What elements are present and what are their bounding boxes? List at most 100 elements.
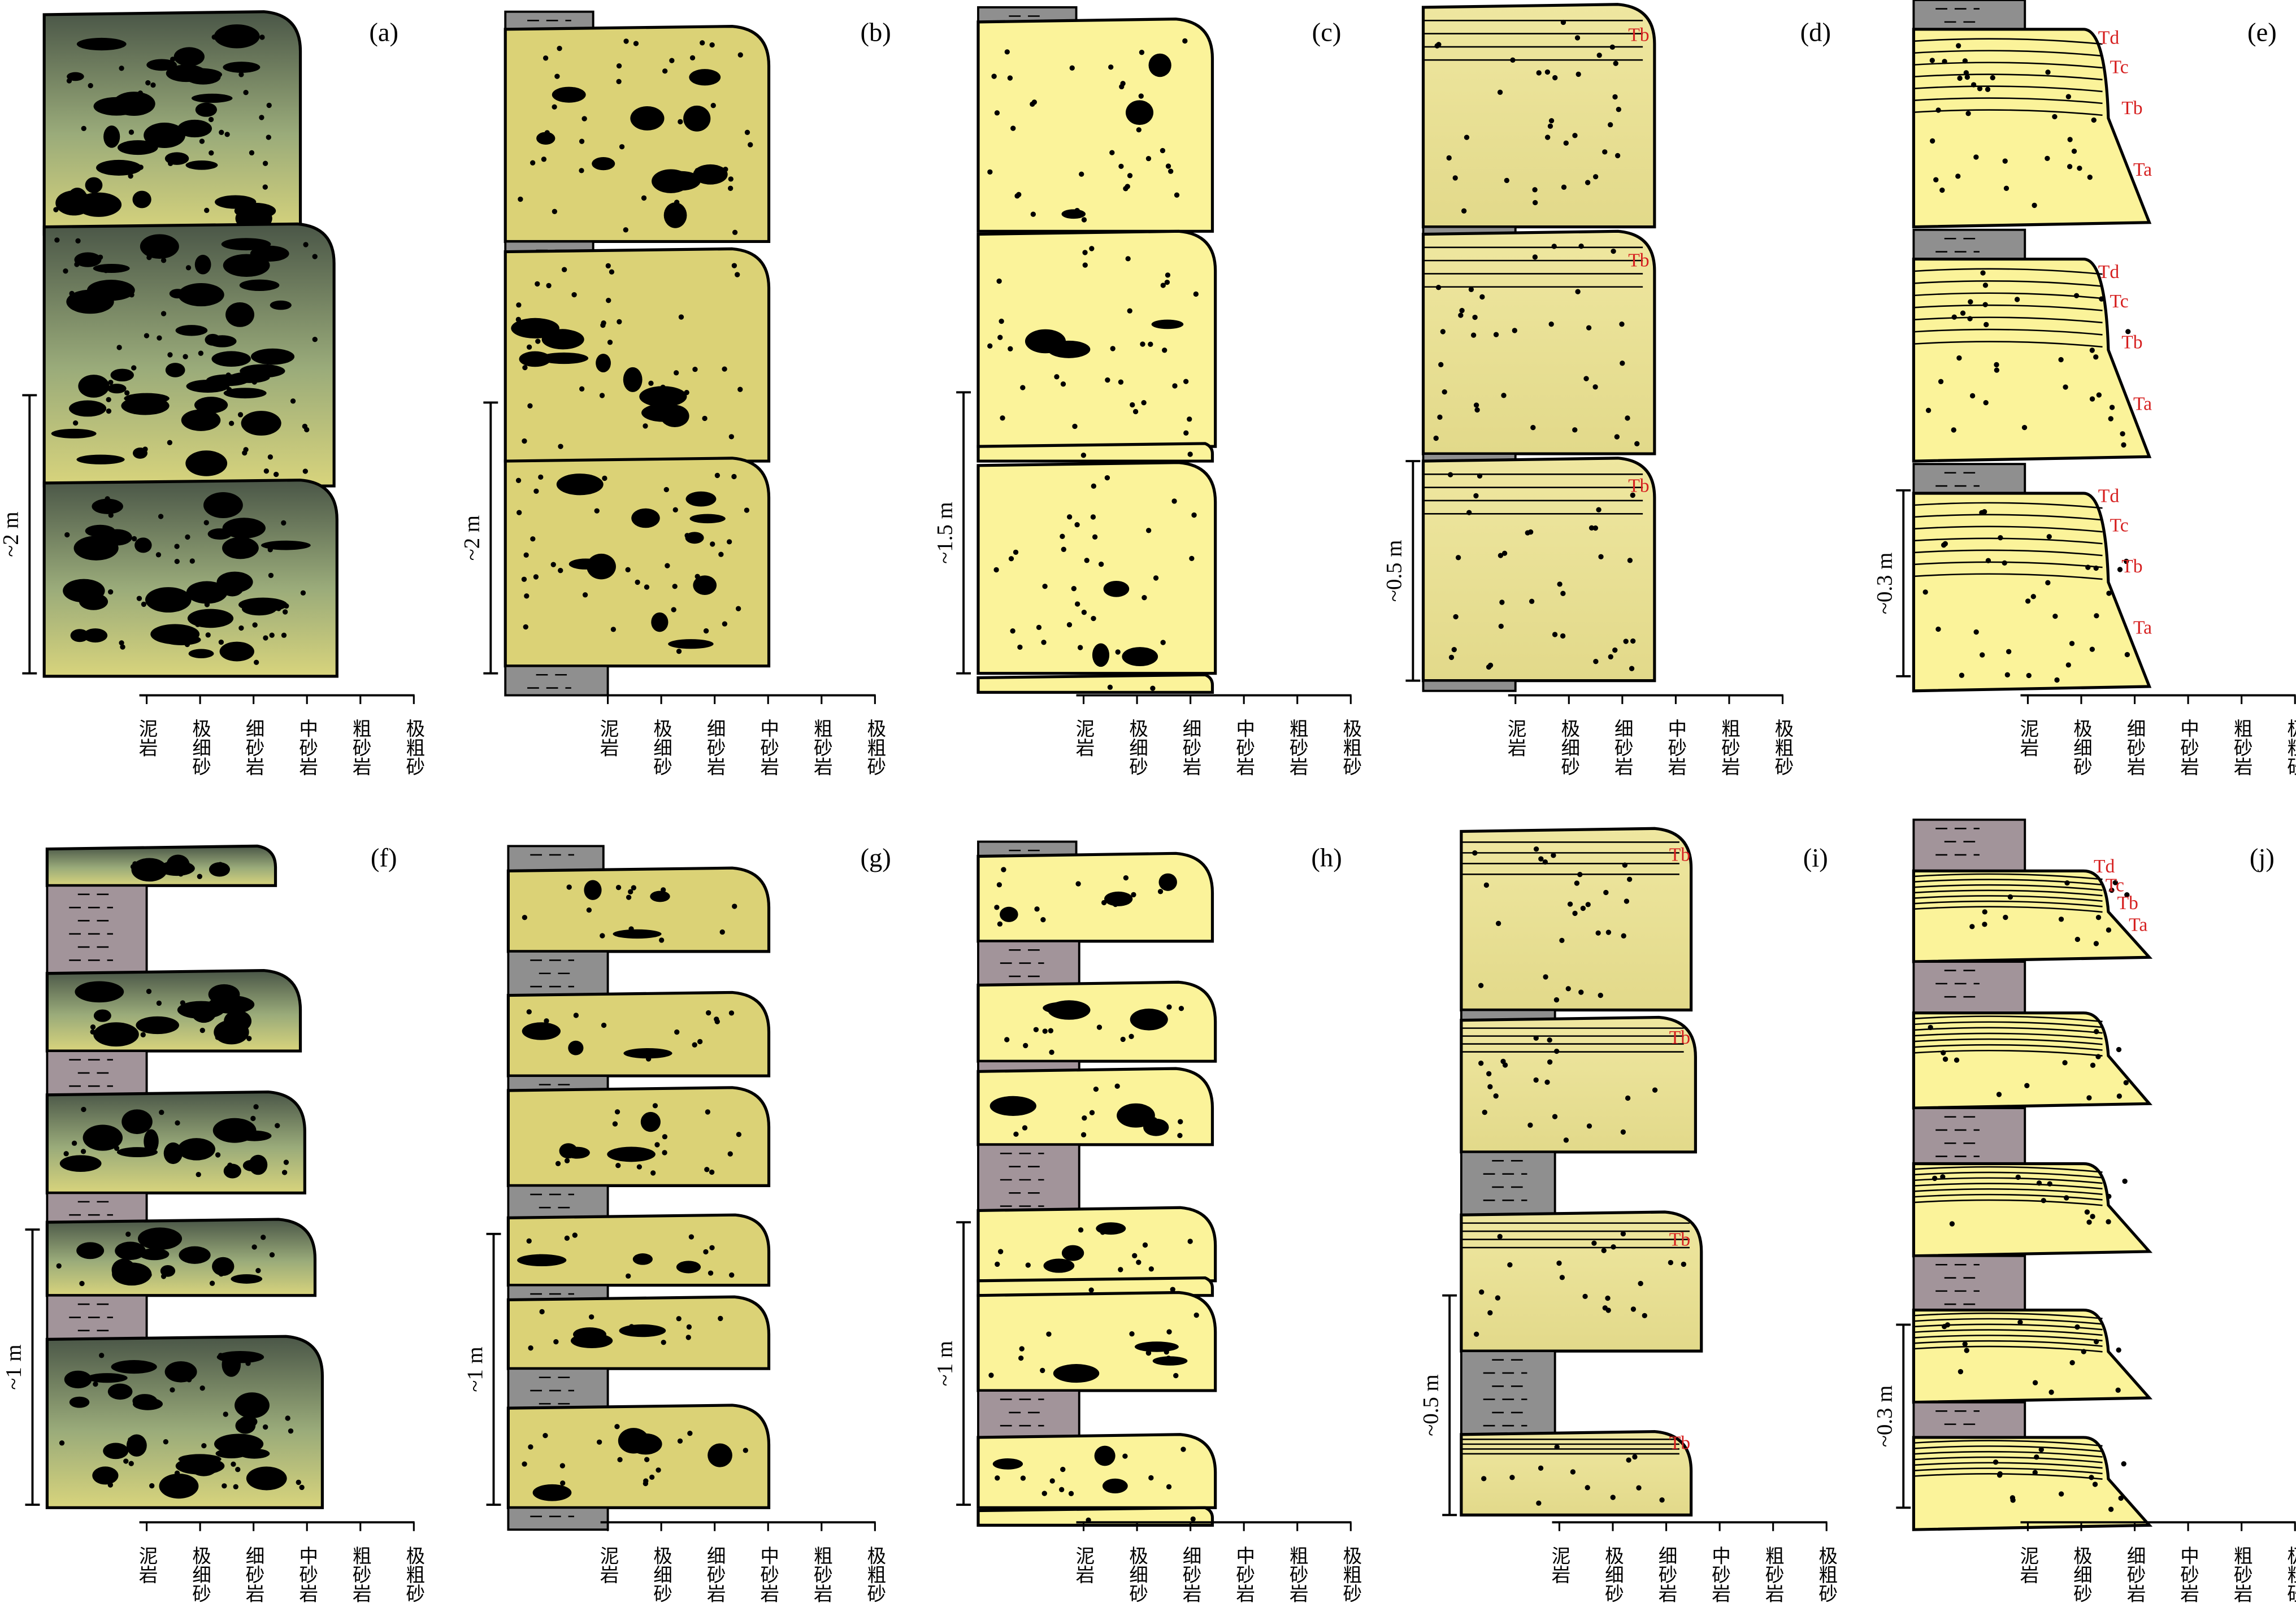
grain-dot [1096, 1024, 1103, 1030]
grain-dot [678, 119, 683, 125]
grain-dot [1532, 187, 1538, 193]
grain-dot [196, 1171, 201, 1178]
grain-dot [996, 882, 1002, 888]
grain-dot [1574, 880, 1580, 886]
bed [976, 1433, 1217, 1509]
grain-dot [1493, 332, 1499, 337]
lamina [1913, 1038, 2103, 1045]
bouma-label: Tc [2106, 875, 2124, 896]
sandstone-bed [1421, 457, 1656, 683]
grain-size-label: 粗砂岩 [1718, 719, 1740, 776]
clast [164, 152, 189, 165]
grain-dot [665, 563, 670, 568]
grain-size-label: 极细砂 [1558, 719, 1580, 776]
clast [1158, 873, 1177, 891]
grain-dot [1118, 163, 1124, 170]
grain-dot [259, 115, 264, 120]
grain-dot [1942, 1056, 1948, 1062]
bed [1912, 1254, 2026, 1311]
clast [1047, 340, 1091, 358]
grain-size-label: 中砂岩 [1233, 719, 1255, 776]
grain-dot [64, 532, 70, 538]
grain-size-label: 极粗砂 [403, 1545, 425, 1602]
clast [223, 62, 261, 73]
grain-dot [1577, 872, 1583, 877]
grain-dot [579, 138, 585, 144]
bed [1912, 1308, 2153, 1404]
grain-dot [1610, 1495, 1616, 1500]
clast [74, 252, 102, 267]
grain-dot [59, 1440, 65, 1446]
grain-dot [1552, 75, 1558, 81]
grain-dot [1041, 640, 1047, 645]
grain-dot [1017, 644, 1023, 650]
grain-dot [1620, 1231, 1626, 1237]
grain-dot [1178, 1119, 1183, 1124]
grain-dot [1108, 64, 1114, 70]
lamina [1913, 341, 2103, 348]
grain-dot [727, 1151, 733, 1157]
grain-dot [2030, 594, 2036, 600]
grain-dot [2115, 1387, 2121, 1393]
grain-dot [1013, 1131, 1019, 1137]
clast [111, 1360, 157, 1374]
grain-dot [128, 1461, 134, 1466]
grain-dot [299, 1484, 305, 1491]
grain-dot [731, 263, 737, 268]
grain-dot [729, 1272, 735, 1278]
grain-dot [1447, 472, 1453, 477]
grain-dot [1994, 367, 2000, 373]
grain-dot [302, 468, 308, 474]
grain-size-label: 细砂岩 [242, 1545, 264, 1602]
grain-dot [1105, 377, 1110, 383]
grain-dot [1168, 168, 1174, 174]
clast [136, 1016, 179, 1035]
grain-dot [617, 319, 622, 325]
grain-dot [300, 590, 306, 596]
clast [67, 72, 84, 81]
grain-dot [662, 68, 668, 74]
grain-dot [2045, 69, 2051, 75]
grain-dot [145, 80, 151, 86]
bed [507, 1075, 609, 1092]
grain-dot [1532, 254, 1538, 260]
clast [121, 1109, 153, 1135]
grain-dot [533, 574, 539, 580]
grain-dot [267, 454, 274, 460]
clast [93, 263, 130, 273]
lamina [1913, 1456, 2103, 1463]
bed [1460, 1150, 1556, 1217]
grain-dot [1174, 192, 1180, 198]
grain-dot [1183, 430, 1189, 436]
grain-dot [2007, 894, 2013, 900]
grain-dot [617, 1457, 623, 1462]
grain-dot [2106, 1219, 2111, 1224]
clast [137, 1227, 183, 1250]
grain-dot [676, 648, 682, 654]
grain-dot [1166, 1484, 1172, 1489]
clast [187, 609, 234, 628]
grain-dot [692, 366, 698, 372]
grain-dot [995, 1475, 1000, 1481]
lamina [1913, 889, 2103, 897]
grain-dot [718, 1315, 723, 1322]
clast [564, 1146, 590, 1159]
grain-dot [1574, 35, 1581, 41]
grain-dot [1191, 512, 1197, 518]
clast [1134, 1341, 1179, 1352]
grain-dot [1608, 122, 1613, 128]
clast [203, 492, 243, 519]
grain-dot [1193, 1312, 1199, 1318]
bed [976, 1067, 1214, 1146]
clast [185, 160, 218, 170]
grain-dot [518, 196, 523, 202]
mudstone-bed [1912, 1401, 2026, 1439]
sandstone-bed [976, 442, 1214, 463]
grain-dot [99, 1353, 105, 1358]
grain-dot [662, 1150, 667, 1155]
clast [154, 593, 171, 608]
bed [1912, 1107, 2026, 1165]
grain-dot [108, 380, 114, 385]
grain-dot [1630, 492, 1635, 498]
grain-dot [1955, 173, 1961, 179]
